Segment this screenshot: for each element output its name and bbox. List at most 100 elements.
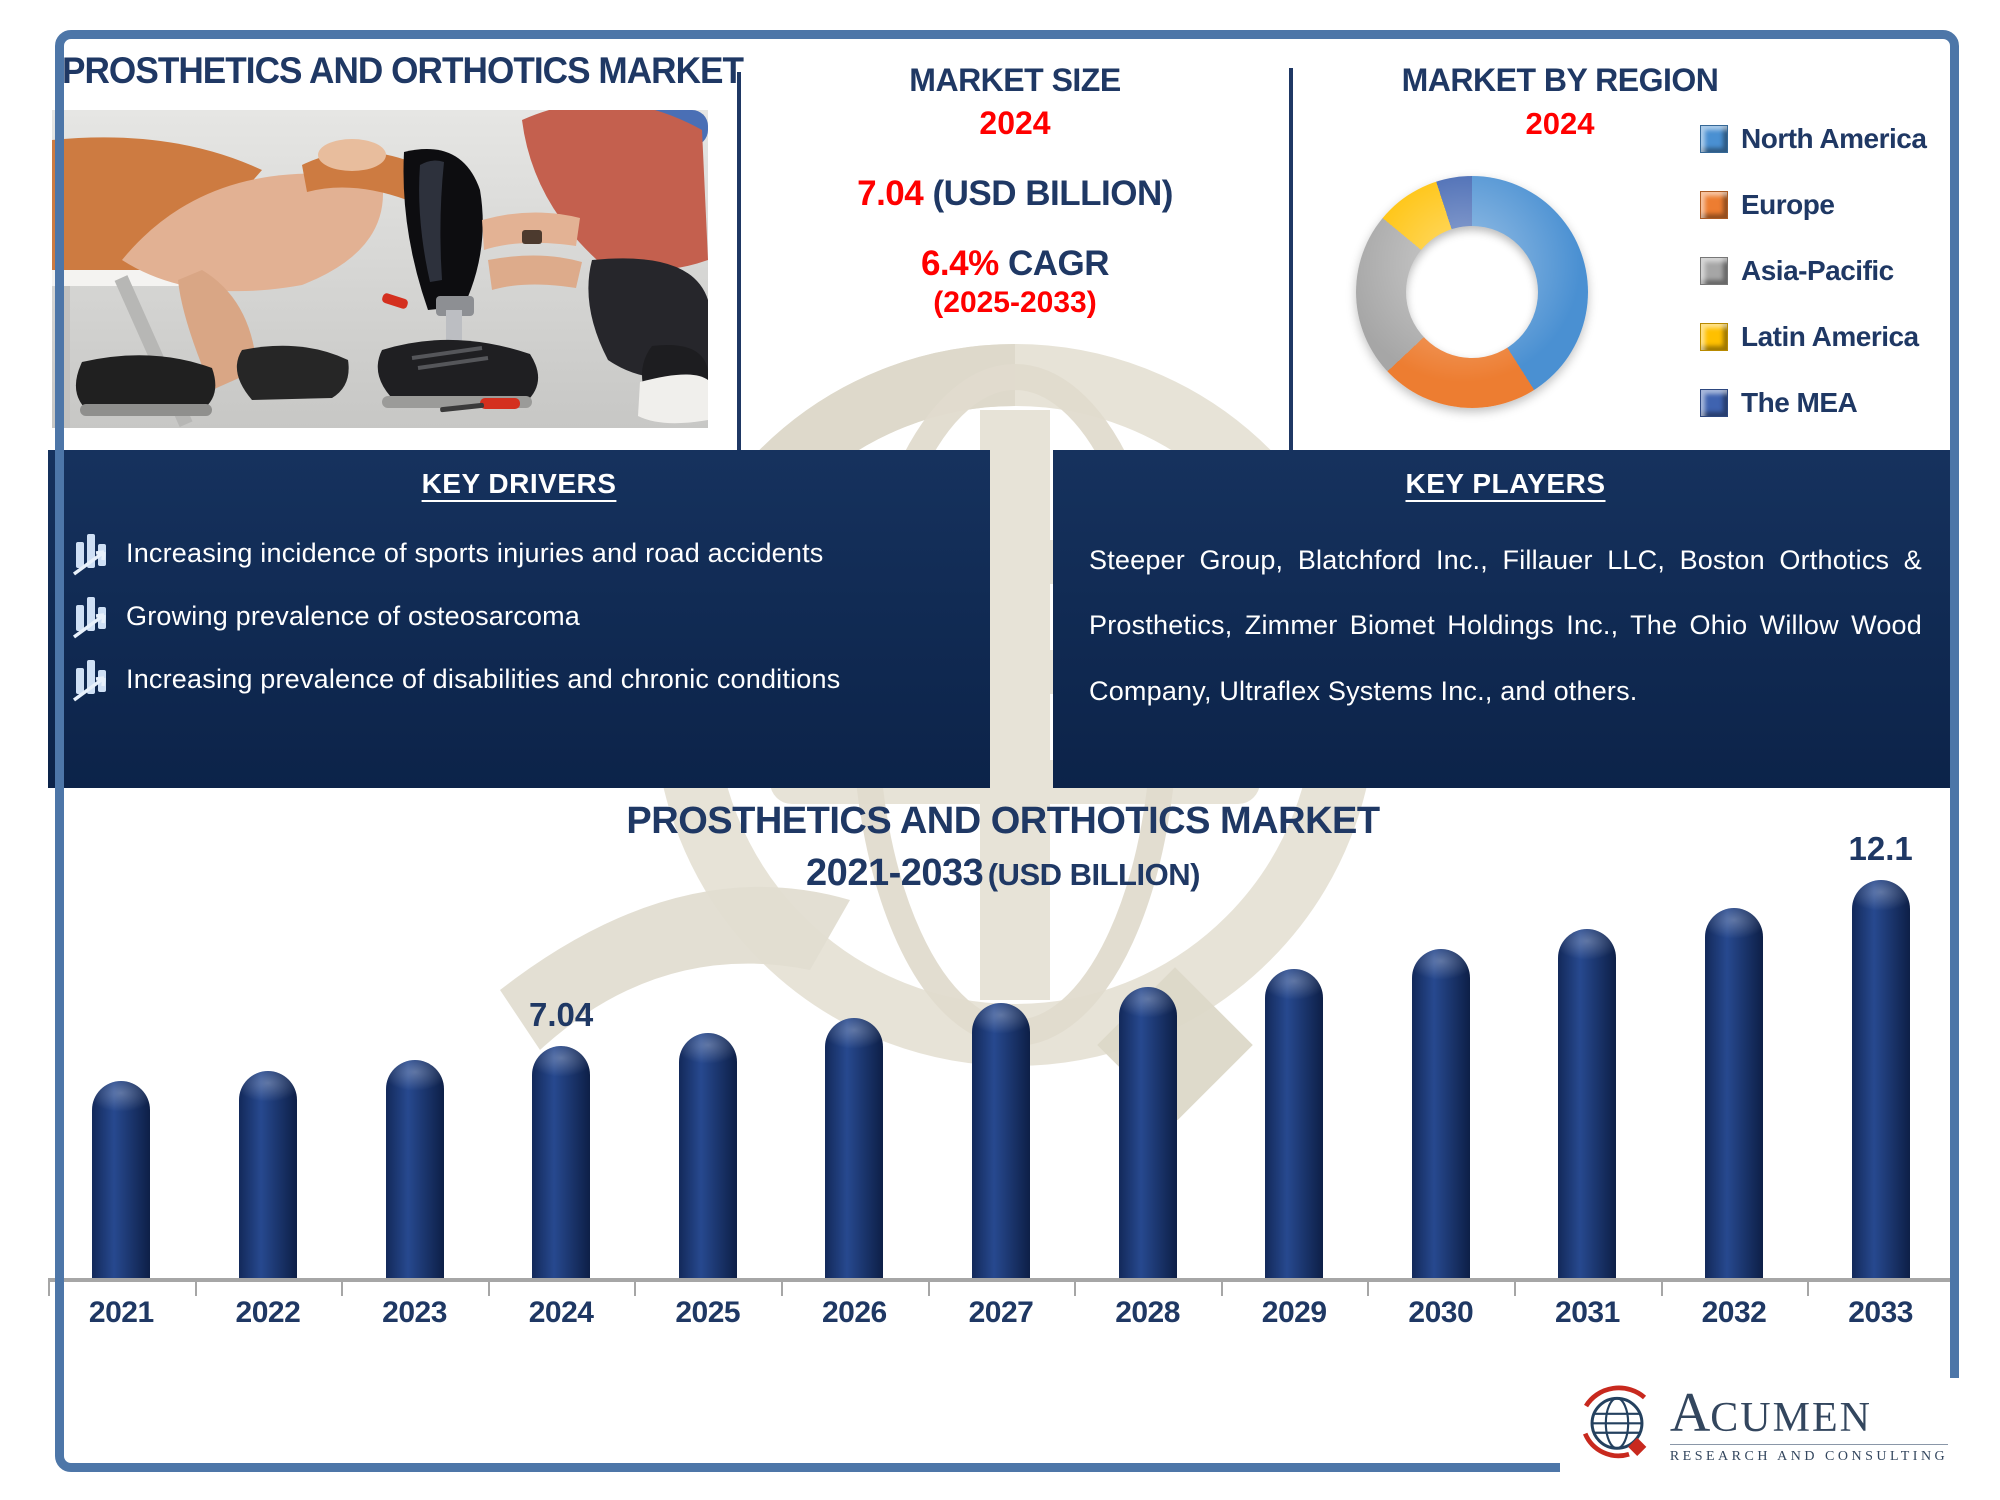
bar-column — [634, 878, 781, 1278]
year-label: 2032 — [1701, 1296, 1767, 1329]
bar-column — [195, 878, 342, 1278]
market-size-panel: MARKET SIZE 2024 7.04 (USD BILLION) 6.4%… — [745, 62, 1285, 320]
axis-tick — [1074, 1282, 1221, 1296]
bar-chart-columns: 7.04 12.1 — [48, 830, 1954, 1278]
divider-left — [737, 72, 741, 450]
acumen-globe-icon — [1582, 1385, 1647, 1459]
market-size-unit: (USD BILLION) — [932, 174, 1173, 213]
bar — [1411, 949, 1470, 1278]
bar-value-label: 7.04 — [529, 996, 594, 1034]
bar — [1118, 986, 1177, 1278]
bar-column — [1074, 878, 1221, 1278]
chart-growth-icon — [72, 660, 106, 702]
legend-marker — [1700, 191, 1728, 219]
legend-label: The MEA — [1741, 387, 1858, 418]
chart-growth-icon — [72, 597, 106, 639]
acumen-logo: ACUMEN RESEARCH AND CONSULTING — [1560, 1378, 1962, 1472]
cagr-period: (2025-2033) — [933, 286, 1097, 319]
year-label: 2027 — [968, 1296, 1034, 1329]
cagr-label: CAGR — [1007, 244, 1110, 283]
legend-item: Europe — [1700, 172, 1970, 238]
donut-hole — [1406, 226, 1538, 358]
bar-column: 12.1 — [1807, 830, 1954, 1278]
driver-item: Increasing incidence of sports injuries … — [70, 526, 964, 580]
legend-marker — [1700, 389, 1728, 417]
driver-text: Growing prevalence of osteosarcoma — [126, 601, 581, 631]
bar-column — [781, 878, 928, 1278]
logo-name: ACUMEN — [1669, 1382, 1872, 1444]
year-label: 2024 — [528, 1296, 594, 1329]
bar — [971, 1003, 1030, 1278]
bar — [678, 1032, 737, 1278]
legend-item: Latin America — [1700, 304, 1970, 370]
year-label: 2022 — [235, 1296, 301, 1329]
bar — [238, 1070, 297, 1278]
bar-column — [1661, 878, 1808, 1278]
year-label: 2023 — [382, 1296, 447, 1329]
bar — [1851, 879, 1910, 1278]
bar-chart-subtitle: 2021-2033 (USD BILLION) — [48, 852, 1958, 895]
region-year: 2024 — [1525, 106, 1595, 141]
legend-item: The MEA — [1700, 370, 1970, 436]
axis-tick — [48, 1282, 195, 1296]
year-label: 2033 — [1848, 1296, 1913, 1329]
axis-tick — [1367, 1282, 1514, 1296]
year-label: 2029 — [1261, 1296, 1327, 1329]
axis-tick — [1660, 1282, 1808, 1296]
axis-tick — [781, 1282, 928, 1296]
bar — [92, 1080, 151, 1278]
chart-growth-icon — [72, 534, 106, 576]
bar — [825, 1018, 884, 1278]
legend-marker — [1700, 323, 1728, 351]
acumen-logo-text: ACUMEN RESEARCH AND CONSULTING — [1669, 1382, 1949, 1465]
bar-column — [1514, 878, 1661, 1278]
market-size-year: 2024 — [979, 105, 1051, 141]
key-drivers-list: Increasing incidence of sports injuries … — [70, 526, 964, 706]
market-size-heading: MARKET SIZE — [909, 62, 1121, 98]
bar-chart-title: PROSTHETICS AND ORTHOTICS MARKET — [626, 800, 1380, 842]
x-axis-labels: 2021 2022 2023 2024 2025 2026 2027 2028 2029 2030… — [48, 1296, 1954, 1330]
market-size-value: 7.04 — [857, 174, 924, 213]
bar-column: 7.04 — [488, 878, 635, 1278]
axis-tick — [1514, 1282, 1661, 1296]
logo-tagline: RESEARCH AND CONSULTING — [1669, 1444, 1949, 1465]
legend-label: Latin America — [1741, 321, 1919, 352]
page-title: PROSTHETICS AND ORTHOTICS MARKET — [62, 50, 744, 91]
legend-label: Europe — [1741, 189, 1835, 220]
year-label: 2030 — [1408, 1296, 1474, 1329]
bar-column — [1367, 878, 1514, 1278]
legend-item: North America — [1700, 106, 1970, 172]
axis-tick — [1220, 1282, 1368, 1296]
key-drivers-heading: KEY DRIVERS — [421, 468, 617, 499]
driver-text: Increasing incidence of sports injuries … — [126, 538, 824, 568]
key-players-text: Steeper Group, Blatchford Inc., Fillauer… — [1089, 545, 1922, 706]
driver-text: Increasing prevalence of disabilities an… — [126, 664, 841, 694]
bar-column — [1221, 878, 1368, 1278]
bar — [532, 1046, 591, 1278]
region-donut-chart — [1356, 176, 1588, 408]
bar-column — [928, 878, 1075, 1278]
driver-item: Increasing prevalence of disabilities an… — [70, 652, 964, 706]
bar-column — [48, 878, 195, 1278]
year-label: 2021 — [88, 1296, 154, 1329]
axis-tick — [927, 1282, 1075, 1296]
axis-tick — [1807, 1282, 1954, 1296]
year-label: 2031 — [1555, 1296, 1620, 1329]
legend-marker — [1700, 257, 1728, 285]
key-players-box: KEY PLAYERS Steeper Group, Blatchford In… — [1053, 450, 1958, 788]
legend-label: North America — [1741, 123, 1927, 154]
axis-tick — [194, 1282, 342, 1296]
market-size-value-line: 7.04 (USD BILLION) — [745, 174, 1285, 214]
divider-right — [1289, 68, 1293, 450]
year-label: 2028 — [1115, 1296, 1180, 1329]
year-label: 2025 — [675, 1296, 741, 1329]
bar — [385, 1060, 444, 1278]
x-axis-ticks — [48, 1282, 1956, 1296]
bar — [1705, 907, 1763, 1278]
bar-chart-year-range: 2021-2033 — [806, 852, 984, 894]
bar-value-label: 12.1 — [1848, 829, 1913, 867]
legend-marker — [1700, 125, 1728, 153]
legend-label: Asia-Pacific — [1741, 255, 1894, 286]
region-legend: North America Europe Asia-Pacific Latin Ame… — [1700, 106, 1970, 436]
